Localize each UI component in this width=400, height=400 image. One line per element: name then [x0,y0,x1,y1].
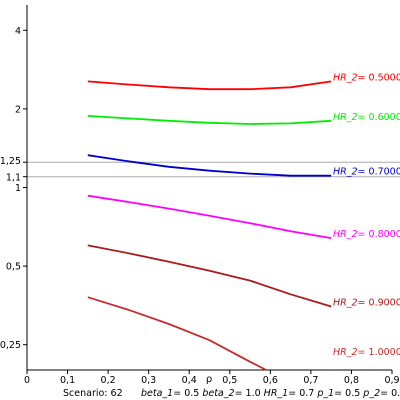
footer-param-value: = 0.5 [334,388,360,399]
axes: 0 0,1 0,2 0,3 0,4 0,5 0,6 0,7 0,8 0,9 0,25 0,5 11,1 1… [0,5,400,386]
x-tick-label: 0,3 [141,375,156,386]
series-label-name: HR_2 [333,112,358,123]
series-label-value: = 0.5000 [358,72,400,83]
series-line [87,194,332,239]
x-tick-label: 0,5 [222,375,237,386]
y-tick-label: 2 [15,104,21,115]
series-label: HR_2= 0.8000 [333,229,400,240]
x-axis-label: ρ [206,374,212,385]
x-tick-label: 0 [24,375,30,386]
y-tick-label: 0,5 [6,262,21,273]
footer-param-name: HR_1 [261,388,289,399]
footer-param-value: = 0.3 [380,388,400,399]
footer-param-name: beta_1 [141,388,173,399]
x-tick-label: 0,7 [303,375,318,386]
series-line [87,296,267,371]
footer-param-value: = 0.5 [173,388,199,399]
series-label-value: = 0.8000 [358,229,400,240]
x-tick-label: 0,4 [182,375,197,386]
series-label-value: = 1.0000 [358,347,400,358]
y-tick-label: 1,1 [6,173,21,184]
x-tick-label: 0,2 [101,375,116,386]
reference-lines [27,161,400,178]
x-tick-label: 0,8 [344,375,359,386]
footer-param-name: p_1 [314,388,334,399]
x-tick-label: 0,1 [60,375,75,386]
footer-params: beta_1= 0.5 beta_2= 1.0 HR_1= 0.7 p_1= 0… [141,388,400,399]
y-tick-label: 1 [15,183,21,194]
series-layer [87,80,332,371]
series-label: HR_2= 0.9000 [333,298,400,309]
series-label: HR_2= 0.6000 [333,112,400,123]
series-line [87,244,332,308]
y-tick-label: 1,25 [0,156,21,167]
footer-param-name: p_2 [360,388,380,399]
x-tick-label: 0,6 [263,375,278,386]
series-label: HR_2= 0.5000 [333,72,400,83]
footer: Scenario: 62 beta_1= 0.5 beta_2= 1.0 HR_… [63,388,400,399]
series-label-value: = 0.9000 [358,298,400,309]
series-label-name: HR_2 [333,229,358,240]
series-label-value: = 0.6000 [358,112,400,123]
footer-param-name: beta_2 [199,388,234,399]
series-label: HR_2= 0.7000 [333,167,400,178]
series-label-name: HR_2 [333,72,358,83]
footer-param-value: = 0.7 [288,388,314,399]
series-label-name: HR_2 [333,347,358,358]
y-tick-label: 4 [15,26,21,37]
footer-scenario: Scenario: 62 [63,388,123,399]
series-label-value: = 0.7000 [358,167,400,178]
series-line [87,80,332,91]
series-line [87,154,332,177]
footer-param-value: = 1.0 [235,388,261,399]
x-tick-label: 0,9 [384,375,399,386]
series-line [87,115,332,125]
series-label-name: HR_2 [333,298,358,309]
series-label: HR_2= 1.0000 [333,347,400,358]
y-tick-label: 0,25 [0,340,21,351]
series-label-name: HR_2 [333,167,358,178]
